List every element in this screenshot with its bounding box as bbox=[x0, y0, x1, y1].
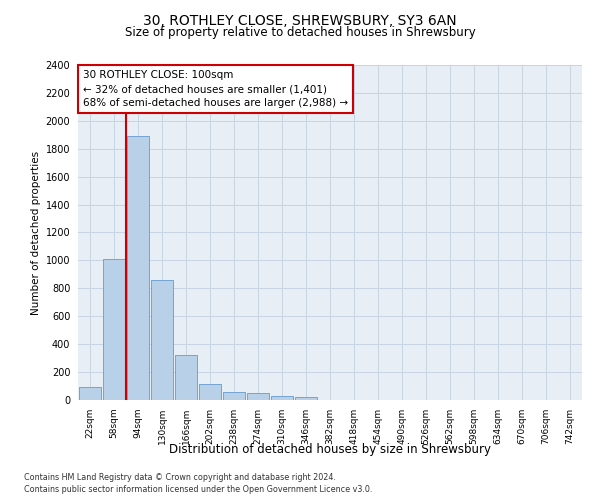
Bar bbox=[199, 384, 221, 400]
Bar bbox=[103, 259, 125, 400]
Text: Contains public sector information licensed under the Open Government Licence v3: Contains public sector information licen… bbox=[24, 485, 373, 494]
Bar bbox=[271, 396, 293, 400]
Text: 30, ROTHLEY CLOSE, SHREWSBURY, SY3 6AN: 30, ROTHLEY CLOSE, SHREWSBURY, SY3 6AN bbox=[143, 14, 457, 28]
Bar bbox=[79, 388, 101, 400]
Bar bbox=[223, 392, 245, 400]
Bar bbox=[151, 280, 173, 400]
Text: Size of property relative to detached houses in Shrewsbury: Size of property relative to detached ho… bbox=[125, 26, 475, 39]
Bar bbox=[295, 397, 317, 400]
Y-axis label: Number of detached properties: Number of detached properties bbox=[31, 150, 41, 314]
Text: 30 ROTHLEY CLOSE: 100sqm
← 32% of detached houses are smaller (1,401)
68% of sem: 30 ROTHLEY CLOSE: 100sqm ← 32% of detach… bbox=[83, 70, 348, 108]
Bar bbox=[247, 393, 269, 400]
Bar bbox=[127, 136, 149, 400]
Bar bbox=[175, 356, 197, 400]
Text: Distribution of detached houses by size in Shrewsbury: Distribution of detached houses by size … bbox=[169, 442, 491, 456]
Text: Contains HM Land Registry data © Crown copyright and database right 2024.: Contains HM Land Registry data © Crown c… bbox=[24, 472, 336, 482]
